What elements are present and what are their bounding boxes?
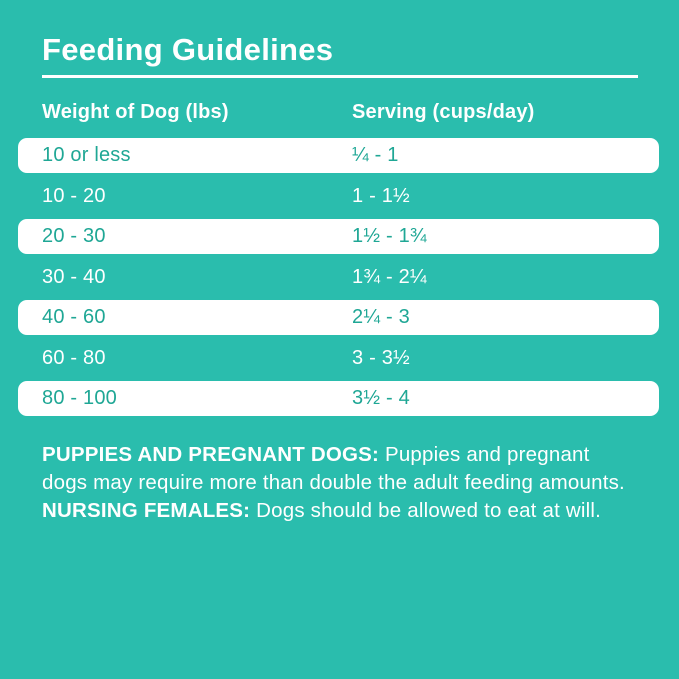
weight-cell: 60 - 80	[42, 346, 106, 369]
footnote-label-puppies: PUPPIES AND PREGNANT DOGS:	[42, 443, 380, 466]
table-row: 30 - 40 1¾ - 2¼	[18, 260, 659, 295]
footnote-text-puppies: Puppies and pregnant dogs may require mo…	[42, 443, 625, 494]
table-row: 10 - 20 1 - 1½	[18, 179, 659, 214]
feeding-table-rows: 10 or less ¼ - 1 10 - 20 1 - 1½ 20 - 30 …	[18, 138, 659, 416]
page-title: Feeding Guidelines	[42, 32, 334, 67]
footnote: PUPPIES AND PREGNANT DOGS: Puppies and p…	[42, 441, 634, 525]
weight-cell: 20 - 30	[42, 225, 106, 247]
table-row: 20 - 30 1½ - 1¾	[18, 219, 659, 254]
table-row: 10 or less ¼ - 1	[18, 138, 659, 173]
weight-cell: 40 - 60	[42, 306, 106, 328]
column-header-weight: Weight of Dog (lbs)	[42, 101, 229, 123]
serving-cell: 1¾ - 2¼	[352, 265, 427, 288]
serving-cell: 2¼ - 3	[352, 306, 410, 328]
serving-cell: 3 - 3½	[352, 346, 410, 369]
weight-cell: 80 - 100	[42, 387, 117, 409]
serving-cell: 1½ - 1¾	[352, 225, 427, 247]
footnote-label-nursing: NURSING FEMALES:	[42, 499, 251, 522]
table-header-row: Weight of Dog (lbs) Serving (cups/day)	[42, 101, 638, 124]
table-row: 60 - 80 3 - 3½	[18, 341, 659, 376]
serving-cell: ¼ - 1	[352, 144, 399, 166]
serving-cell: 1 - 1½	[352, 184, 410, 207]
title-divider	[42, 75, 638, 78]
serving-cell: 3½ - 4	[352, 387, 410, 409]
weight-cell: 30 - 40	[42, 265, 106, 288]
table-row: 40 - 60 2¼ - 3	[18, 300, 659, 335]
table-row: 80 - 100 3½ - 4	[18, 381, 659, 416]
footnote-text-nursing: Dogs should be allowed to eat at will.	[256, 499, 602, 522]
weight-cell: 10 - 20	[42, 184, 106, 207]
column-header-serving: Serving (cups/day)	[352, 101, 535, 123]
weight-cell: 10 or less	[42, 144, 131, 166]
